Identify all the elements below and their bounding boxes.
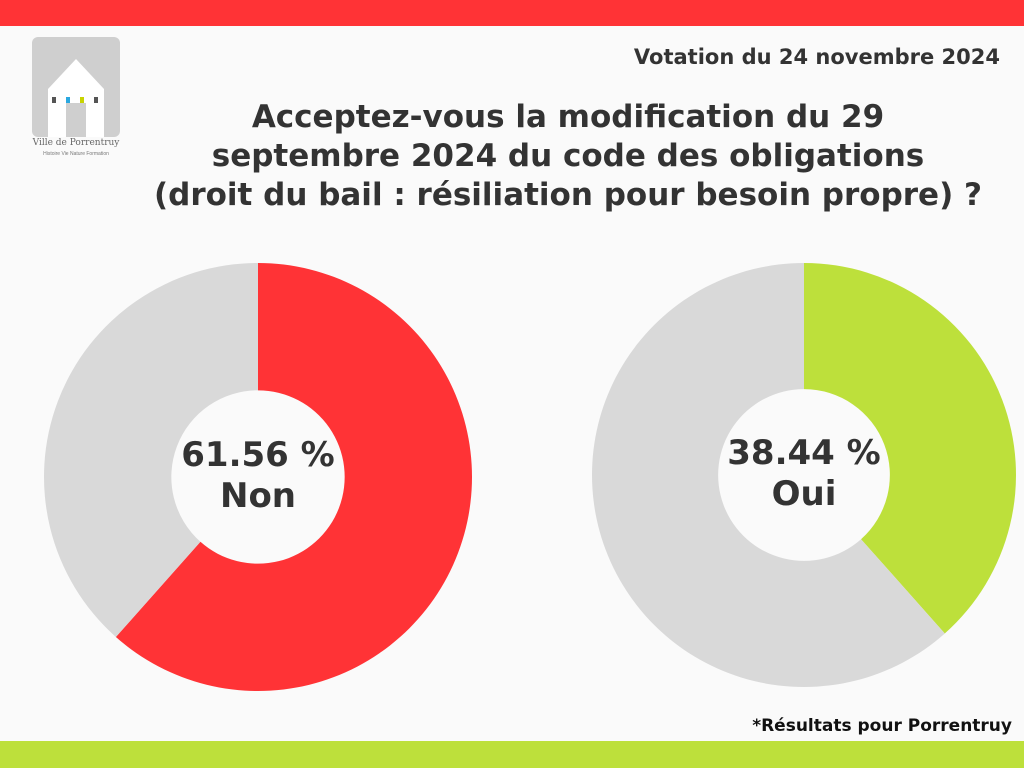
donut-center-value: 61.56 % bbox=[181, 435, 335, 475]
top-accent-bar bbox=[0, 0, 1024, 26]
donut-chart-non: 61.56 % Non bbox=[44, 263, 473, 691]
donut-center-value: 38.44 % bbox=[727, 433, 881, 473]
donut-chart-oui-svg bbox=[592, 263, 1016, 687]
question-line: (droit du bail : résiliation pour besoin… bbox=[153, 177, 983, 213]
donut-center-category: Non bbox=[219, 476, 297, 516]
question-line: septembre 2024 du code des obligations bbox=[211, 138, 925, 174]
donut-slice-remainder bbox=[592, 263, 945, 687]
porrentruy-house-logo-icon bbox=[32, 37, 120, 137]
donut-chart-non-svg bbox=[44, 263, 473, 691]
donut-slice-remainder bbox=[44, 263, 259, 637]
bottom-accent-bar bbox=[0, 741, 1024, 768]
donut-slice-oui bbox=[804, 263, 1016, 634]
results-footnote: *Résultats pour Porrentruy bbox=[752, 716, 1012, 736]
vote-date: Votation du 24 novembre 2024 bbox=[633, 45, 1000, 69]
donut-center-category: Oui bbox=[771, 474, 837, 514]
donut-center-label: 38.44 % Oui bbox=[592, 433, 1016, 515]
question-line: Acceptez-vous la modification du 29 bbox=[251, 99, 885, 135]
donut-chart-oui: 38.44 % Oui bbox=[592, 263, 1016, 687]
logo-tagline: Histoire Vie Nature Formation bbox=[43, 151, 109, 157]
vote-question: Acceptez-vous la modification du 29 sept… bbox=[118, 98, 1018, 215]
donut-slice-non bbox=[115, 263, 473, 691]
donut-center-label: 61.56 % Non bbox=[44, 435, 472, 517]
city-logo: Ville de Porrentruy Histoire Vie Nature … bbox=[32, 37, 120, 161]
logo-city-name: Ville de Porrentruy bbox=[32, 138, 120, 148]
